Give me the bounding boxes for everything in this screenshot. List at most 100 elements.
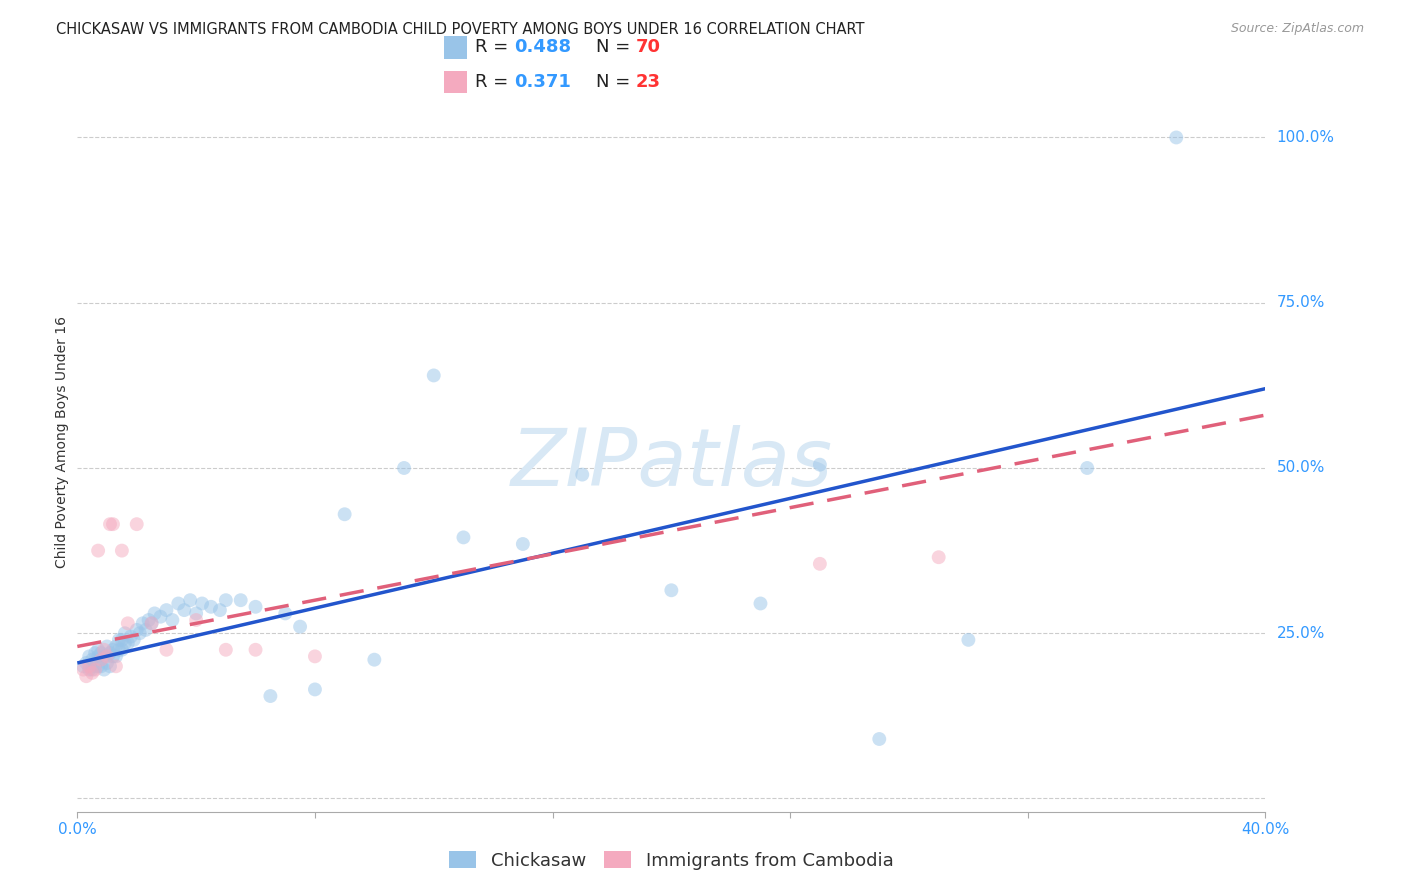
Point xyxy=(77,659,100,673)
Point xyxy=(101,642,124,657)
Point xyxy=(125,517,148,532)
Point xyxy=(200,599,222,614)
Point xyxy=(77,649,100,664)
Point xyxy=(87,649,110,664)
Point xyxy=(98,646,121,660)
Text: R =: R = xyxy=(475,73,515,91)
Legend: Chickasaw, Immigrants from Cambodia: Chickasaw, Immigrants from Cambodia xyxy=(441,844,901,877)
Text: ZIPatlas: ZIPatlas xyxy=(510,425,832,503)
Point xyxy=(111,642,134,657)
Point xyxy=(120,630,142,644)
Point xyxy=(96,649,118,664)
Point xyxy=(98,517,121,532)
Point xyxy=(82,663,104,677)
Point xyxy=(77,663,100,677)
Point xyxy=(143,607,166,621)
Point xyxy=(167,597,190,611)
Text: 23: 23 xyxy=(636,73,661,91)
Point xyxy=(135,623,157,637)
Point xyxy=(90,646,112,660)
Point xyxy=(215,642,238,657)
Point xyxy=(141,616,163,631)
Y-axis label: Child Poverty Among Boys Under 16: Child Poverty Among Boys Under 16 xyxy=(55,316,69,567)
Point xyxy=(229,593,252,607)
Text: 75.0%: 75.0% xyxy=(1277,295,1324,310)
Text: 0.371: 0.371 xyxy=(515,73,571,91)
Point xyxy=(84,646,107,660)
Point xyxy=(422,368,444,383)
Text: Source: ZipAtlas.com: Source: ZipAtlas.com xyxy=(1230,22,1364,36)
Point xyxy=(304,682,326,697)
Point xyxy=(87,642,110,657)
Text: R =: R = xyxy=(475,38,515,56)
Point xyxy=(93,663,115,677)
Point xyxy=(288,619,311,633)
Text: 25.0%: 25.0% xyxy=(1277,626,1324,640)
Point xyxy=(186,607,208,621)
Point xyxy=(82,665,104,680)
Point xyxy=(661,583,683,598)
Point xyxy=(111,632,134,647)
Point xyxy=(93,649,115,664)
Point xyxy=(392,461,415,475)
Point xyxy=(75,669,97,683)
Point xyxy=(108,632,131,647)
Point xyxy=(138,613,160,627)
Text: 100.0%: 100.0% xyxy=(1277,130,1334,145)
Point xyxy=(928,550,950,565)
Point xyxy=(104,659,127,673)
FancyBboxPatch shape xyxy=(444,36,467,59)
Point xyxy=(90,653,112,667)
Text: 50.0%: 50.0% xyxy=(1277,460,1324,475)
Point xyxy=(868,731,890,746)
Point xyxy=(274,607,297,621)
Point xyxy=(363,653,385,667)
Point xyxy=(149,609,172,624)
Point xyxy=(90,659,112,673)
Text: 70: 70 xyxy=(636,38,661,56)
Point xyxy=(72,663,94,677)
Point xyxy=(1166,130,1188,145)
Point xyxy=(96,656,118,670)
Point xyxy=(122,632,145,647)
Point xyxy=(186,613,208,627)
Point xyxy=(84,663,107,677)
Point xyxy=(304,649,326,664)
Point xyxy=(125,623,148,637)
Point xyxy=(114,636,136,650)
Point xyxy=(173,603,195,617)
Point xyxy=(808,458,831,472)
Point xyxy=(84,659,107,673)
Point xyxy=(453,530,475,544)
Point xyxy=(131,616,153,631)
Text: N =: N = xyxy=(596,38,636,56)
Point xyxy=(75,656,97,670)
Point xyxy=(87,659,110,673)
Text: N =: N = xyxy=(596,73,636,91)
Point xyxy=(179,593,201,607)
Point xyxy=(72,659,94,673)
Point xyxy=(101,649,124,664)
Point xyxy=(162,613,184,627)
Point xyxy=(571,467,593,482)
Point xyxy=(82,653,104,667)
Point xyxy=(155,642,177,657)
Point xyxy=(111,543,134,558)
Point xyxy=(104,640,127,654)
Point xyxy=(957,632,980,647)
Point xyxy=(114,626,136,640)
Point xyxy=(117,616,139,631)
Point xyxy=(101,517,124,532)
Point xyxy=(108,642,131,657)
Point xyxy=(208,603,231,617)
Point xyxy=(1076,461,1098,475)
Point xyxy=(245,642,267,657)
Point xyxy=(87,543,110,558)
Point xyxy=(117,636,139,650)
Point xyxy=(191,597,214,611)
Point xyxy=(104,649,127,664)
Point xyxy=(96,640,118,654)
Point xyxy=(128,626,150,640)
Point xyxy=(749,597,772,611)
Point xyxy=(141,616,163,631)
